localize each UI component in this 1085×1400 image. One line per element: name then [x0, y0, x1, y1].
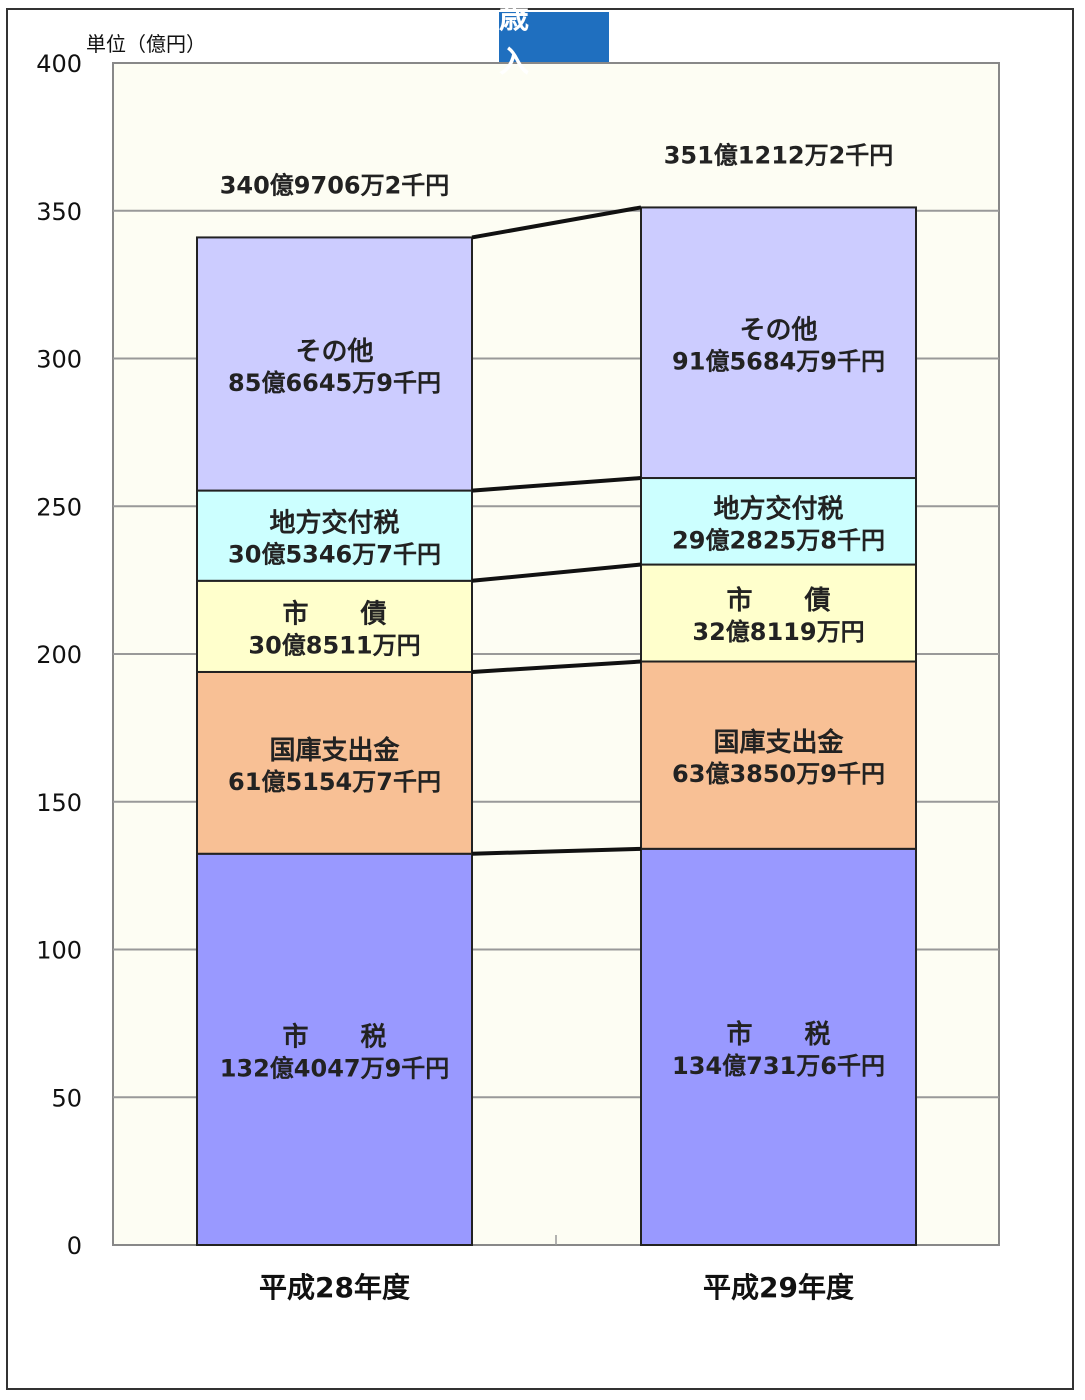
- total-label: 351億1212万2千円: [664, 141, 894, 169]
- segment-value-label: 32億8119万円: [692, 618, 864, 646]
- segment-name-label: その他: [295, 337, 373, 367]
- connector-line: [471, 659, 642, 674]
- unit-label: 単位（億円）: [86, 32, 206, 56]
- segment-name-label: 国庫支出金: [713, 727, 844, 758]
- connector-line: [471, 476, 642, 493]
- segment-name-label: 地方交付税: [269, 508, 399, 539]
- x-category-label: 平成28年度: [259, 1271, 410, 1304]
- segment-name-label: 市 債: [282, 598, 386, 629]
- segment-name-label: 市 税: [726, 1019, 830, 1050]
- y-tick-label: 150: [36, 789, 82, 817]
- segment-value-label: 30億8511万円: [248, 631, 420, 659]
- y-tick-label: 0: [67, 1232, 82, 1260]
- total-label: 340億9706万2千円: [220, 171, 450, 199]
- y-tick-label: 200: [36, 641, 82, 669]
- chart-title: 歳 入: [499, 1, 609, 80]
- segment-name-label: 市 税: [282, 1021, 386, 1052]
- x-category-label: 平成29年度: [703, 1271, 854, 1304]
- chart-frame: [6, 8, 1074, 1390]
- bar-segment: [196, 236, 473, 492]
- connector-line: [471, 562, 642, 583]
- segment-value-label: 61億5154万7千円: [228, 768, 441, 796]
- segment-value-label: 91億5684万9千円: [672, 348, 885, 376]
- connector-line: [471, 846, 642, 856]
- bar-segment: [640, 847, 917, 1246]
- segment-name-label: 地方交付税: [713, 493, 843, 524]
- segment-name-label: その他: [739, 316, 817, 346]
- segment-value-label: 63億3850万9千円: [672, 760, 885, 788]
- segment-name-label: 市 債: [726, 585, 830, 616]
- y-tick-label: 50: [51, 1084, 82, 1112]
- y-tick-label: 400: [36, 50, 82, 78]
- y-tick-label: 100: [36, 937, 82, 965]
- bar-segment: [640, 477, 917, 566]
- y-tick-label: 350: [36, 198, 82, 226]
- bar-segment: [640, 563, 917, 663]
- segment-name-label: 国庫支出金: [269, 735, 400, 766]
- segment-value-label: 134億731万6千円: [672, 1052, 885, 1080]
- segment-value-label: 132億4047万9千円: [220, 1054, 450, 1082]
- segment-value-label: 30億5346万7千円: [228, 541, 441, 569]
- bar-segment: [640, 206, 917, 480]
- segment-value-label: 85億6645万9千円: [228, 369, 441, 397]
- segment-value-label: 29億2825万8千円: [672, 526, 885, 554]
- connector-line: [471, 205, 642, 240]
- bar-segment: [640, 660, 917, 850]
- y-tick-label: 300: [36, 346, 82, 374]
- y-tick-label: 250: [36, 493, 82, 521]
